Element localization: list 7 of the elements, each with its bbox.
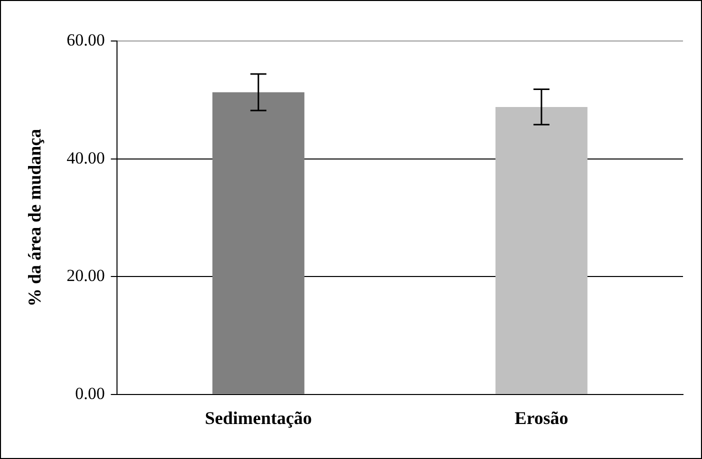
- y-tick-label: 0.00: [75, 384, 105, 403]
- x-tick-label: Erosão: [514, 408, 568, 428]
- y-axis-title: % da área de mudança: [24, 128, 44, 307]
- x-tick-label: Sedimentação: [204, 408, 312, 428]
- y-tick-label: 20.00: [66, 266, 105, 286]
- y-tick-label: 60.00: [66, 30, 105, 50]
- y-tick-label: 40.00: [66, 148, 105, 168]
